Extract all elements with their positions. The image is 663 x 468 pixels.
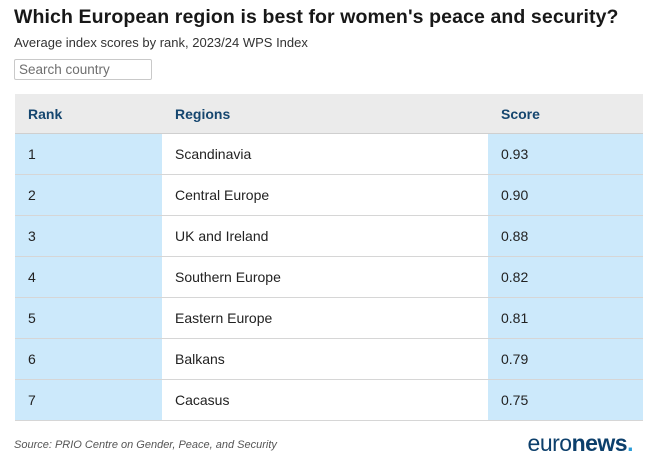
column-header-rank[interactable]: Rank [15,94,162,134]
score-cell: 0.88 [488,215,643,257]
score-cell: 0.82 [488,256,643,298]
search-input[interactable] [14,59,152,80]
table-row: 5 Eastern Europe 0.81 [15,297,643,339]
region-cell: Scandinavia [162,133,488,175]
euronews-logo[interactable]: euronews. [527,430,634,457]
column-header-score[interactable]: Score [488,94,643,134]
regions-table: Rank Regions Score 1 Scandinavia 0.93 2 … [15,94,643,421]
rank-cell: 2 [15,174,162,216]
region-cell: Cacasus [162,379,488,421]
page-title: Which European region is best for women'… [14,6,619,28]
table-row: 7 Cacasus 0.75 [15,379,643,421]
score-cell: 0.93 [488,133,643,175]
logo-euro: euro [527,430,573,456]
table-row: 1 Scandinavia 0.93 [15,133,643,175]
region-cell: Balkans [162,338,488,380]
table-row: 6 Balkans 0.79 [15,338,643,380]
rank-cell: 1 [15,133,162,175]
region-cell: Central Europe [162,174,488,216]
rank-cell: 4 [15,256,162,298]
logo-dot: . [627,430,633,456]
logo-news: news [571,430,628,456]
score-cell: 0.75 [488,379,643,421]
table-header-row: Rank Regions Score [15,94,643,134]
region-cell: Southern Europe [162,256,488,298]
rank-cell: 7 [15,379,162,421]
table-row: 3 UK and Ireland 0.88 [15,215,643,257]
rank-cell: 6 [15,338,162,380]
table-row: 4 Southern Europe 0.82 [15,256,643,298]
region-cell: UK and Ireland [162,215,488,257]
table-row: 2 Central Europe 0.90 [15,174,643,216]
region-cell: Eastern Europe [162,297,488,339]
score-cell: 0.81 [488,297,643,339]
score-cell: 0.90 [488,174,643,216]
rank-cell: 5 [15,297,162,339]
rank-cell: 3 [15,215,162,257]
source-note: Source: PRIO Centre on Gender, Peace, an… [14,439,277,451]
page-subtitle: Average index scores by rank, 2023/24 WP… [14,35,308,50]
column-header-regions[interactable]: Regions [162,94,488,134]
score-cell: 0.79 [488,338,643,380]
